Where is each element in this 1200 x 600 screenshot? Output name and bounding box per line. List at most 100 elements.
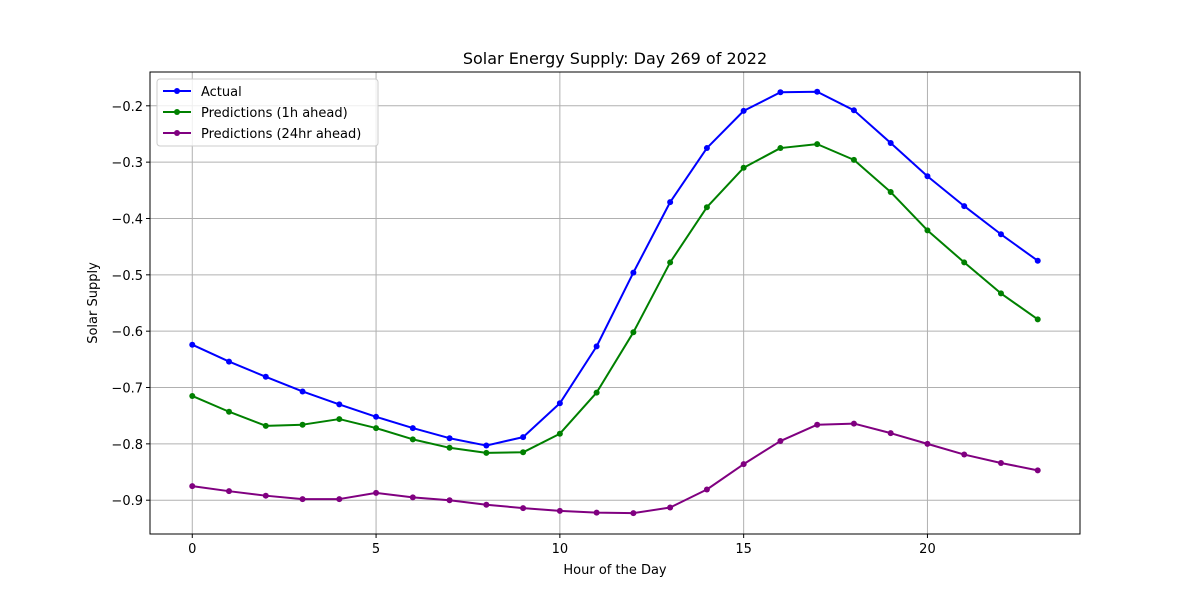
data-point xyxy=(667,259,674,266)
data-point xyxy=(1034,316,1041,323)
data-point xyxy=(520,434,527,441)
y-tick-label: −0.7 xyxy=(111,382,143,397)
data-point xyxy=(593,343,600,350)
data-point xyxy=(299,388,306,395)
series-3 xyxy=(189,420,1041,517)
data-point xyxy=(483,501,490,508)
legend-entry: Predictions (24hr ahead) xyxy=(163,127,361,142)
data-point xyxy=(520,449,527,456)
data-point xyxy=(997,460,1004,467)
data-point xyxy=(961,259,968,266)
data-point xyxy=(409,425,416,432)
data-point xyxy=(740,164,747,171)
data-point xyxy=(226,408,233,415)
data-point xyxy=(814,421,821,428)
series-line xyxy=(192,422,1038,515)
data-point xyxy=(446,435,453,442)
legend-entry: Actual xyxy=(163,85,242,100)
data-point xyxy=(814,141,821,148)
data-point xyxy=(1034,257,1041,264)
data-point xyxy=(924,173,931,180)
data-point xyxy=(299,421,306,428)
data-point xyxy=(189,483,196,490)
data-point xyxy=(262,373,269,380)
data-point xyxy=(556,400,563,407)
y-tick-label: −0.4 xyxy=(111,212,143,227)
data-point xyxy=(814,88,821,95)
data-point xyxy=(336,496,343,503)
plot-area-frame xyxy=(149,71,1081,535)
data-point xyxy=(924,227,931,234)
data-point xyxy=(850,420,857,427)
y-tick-label: −0.6 xyxy=(111,325,143,340)
data-point xyxy=(299,496,306,503)
legend-label: Predictions (1h ahead) xyxy=(201,106,348,121)
data-point xyxy=(483,449,490,456)
data-point xyxy=(997,290,1004,297)
x-tick-label: 5 xyxy=(372,542,380,557)
data-point xyxy=(373,425,380,432)
y-tick-label: −0.3 xyxy=(111,156,143,171)
legend-marker xyxy=(174,109,180,115)
data-point xyxy=(226,358,233,365)
data-point xyxy=(373,413,380,420)
series-line xyxy=(191,90,1039,447)
y-tick-label: −0.2 xyxy=(111,100,143,115)
legend-marker xyxy=(174,88,180,94)
data-point xyxy=(556,430,563,437)
data-point xyxy=(703,204,710,211)
data-point xyxy=(630,269,637,276)
data-point xyxy=(262,422,269,429)
data-point xyxy=(446,444,453,451)
data-point xyxy=(961,451,968,458)
axis-ticks: 0 5 10 15 20 −0.9 −0.8 −0.7 −0.6 −0.5 −0.4 −0.3 −0.2 xyxy=(111,100,935,557)
legend-marker xyxy=(174,130,180,136)
data-point xyxy=(703,486,710,493)
data-point xyxy=(703,145,710,152)
data-point xyxy=(740,461,747,468)
data-point xyxy=(887,139,894,146)
y-tick-label: −0.8 xyxy=(111,438,143,453)
y-axis-title: Solar Supply xyxy=(86,262,101,344)
legend: Actual Predictions (1h ahead) Predictions … xyxy=(156,78,379,147)
x-tick-label: 10 xyxy=(552,542,569,557)
x-tick-label: 15 xyxy=(735,542,752,557)
data-point xyxy=(777,89,784,96)
data-point xyxy=(336,401,343,408)
data-point xyxy=(189,392,196,399)
data-point xyxy=(924,440,931,447)
legend-label: Predictions (24hr ahead) xyxy=(201,127,361,142)
data-point xyxy=(777,145,784,152)
data-point xyxy=(777,438,784,445)
data-point xyxy=(740,107,747,114)
data-point xyxy=(520,505,527,512)
data-point xyxy=(593,389,600,396)
legend-box xyxy=(156,78,379,147)
data-point xyxy=(593,509,600,516)
data-point xyxy=(446,497,453,504)
series-layer xyxy=(189,88,1041,517)
data-point xyxy=(226,488,233,495)
data-point xyxy=(850,156,857,163)
y-tick-label: −0.5 xyxy=(111,269,143,284)
data-point xyxy=(483,442,490,449)
data-point xyxy=(850,107,857,114)
data-point xyxy=(887,430,894,437)
data-point xyxy=(373,489,380,496)
data-point xyxy=(630,329,637,336)
series-2 xyxy=(189,141,1041,456)
data-point xyxy=(262,492,269,499)
data-point xyxy=(556,507,563,514)
data-point xyxy=(887,189,894,196)
data-point xyxy=(961,203,968,210)
series-line xyxy=(191,143,1039,454)
x-tick-label: 20 xyxy=(919,542,936,557)
y-tick-label: −0.9 xyxy=(111,494,143,509)
data-point xyxy=(409,494,416,501)
data-point xyxy=(997,231,1004,238)
data-point xyxy=(409,436,416,443)
x-axis-title: Hour of the Day xyxy=(563,563,667,578)
x-tick-label: 0 xyxy=(188,542,196,557)
data-point xyxy=(1034,467,1041,474)
